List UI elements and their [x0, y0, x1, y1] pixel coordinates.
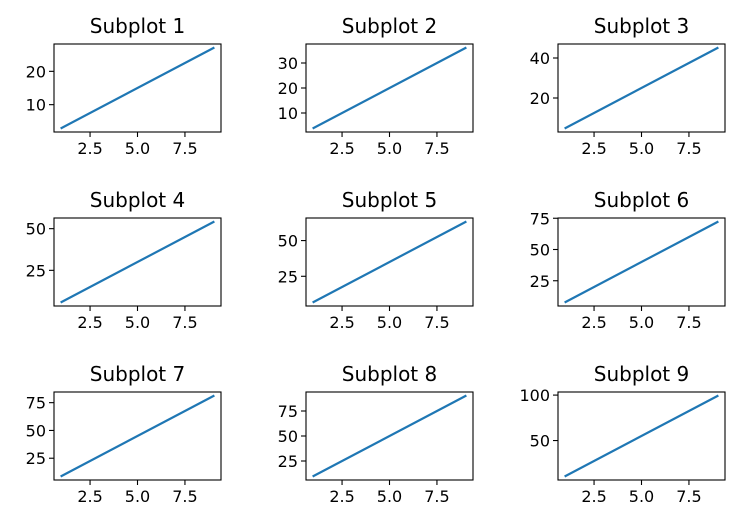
subplot-1: Subplot 1 2.5 5.0 7.5 10 20 [26, 14, 222, 158]
x-tick-label: 2.5 [581, 487, 606, 506]
y-tick-label: 25 [278, 267, 298, 286]
series-line [60, 46, 215, 130]
x-tick-label: 5.0 [377, 487, 402, 506]
x-tick-label: 2.5 [581, 313, 606, 332]
subplot-title: Subplot 1 [90, 14, 185, 38]
x-tick-label: 2.5 [329, 139, 354, 158]
series-line [564, 394, 719, 478]
subplot-5: Subplot 5 2.5 5.0 7.5 25 50 [278, 188, 474, 332]
y-tick-label: 50 [278, 427, 298, 446]
y-tick-label: 75 [26, 394, 46, 413]
y-tick-label: 25 [26, 449, 46, 468]
y-tick-label: 25 [278, 452, 298, 471]
y-tick-label: 100 [519, 386, 550, 405]
subplot-2: Subplot 2 2.5 5.0 7.5 10 20 30 [278, 14, 474, 158]
subplot-8: Subplot 8 2.5 5.0 7.5 25 50 75 [278, 362, 474, 506]
y-tick-label: 20 [530, 89, 550, 108]
subplot-6: Subplot 6 2.5 5.0 7.5 25 50 75 [530, 188, 726, 332]
x-tick-label: 2.5 [77, 313, 102, 332]
subplot-title: Subplot 4 [90, 188, 185, 212]
y-tick-label: 50 [530, 432, 550, 451]
x-tick-label: 2.5 [581, 139, 606, 158]
series-line [312, 394, 467, 478]
x-tick-label: 5.0 [629, 313, 654, 332]
y-tick-label: 75 [278, 402, 298, 421]
series-line [564, 220, 719, 304]
y-tick-label: 25 [26, 261, 46, 280]
subplot-9: Subplot 9 2.5 5.0 7.5 50 100 [519, 362, 726, 506]
x-tick-label: 2.5 [329, 313, 354, 332]
series-line [312, 46, 467, 130]
subplot-7: Subplot 7 2.5 5.0 7.5 25 50 75 [26, 362, 222, 506]
x-tick-label: 7.5 [424, 487, 449, 506]
subplot-title: Subplot 6 [594, 188, 689, 212]
y-tick-label: 10 [278, 104, 298, 123]
subplot-title: Subplot 8 [342, 362, 437, 386]
subplot-4: Subplot 4 2.5 5.0 7.5 25 50 [26, 188, 222, 332]
x-tick-label: 7.5 [172, 139, 197, 158]
y-tick-label: 75 [530, 209, 550, 228]
x-tick-label: 5.0 [125, 313, 150, 332]
subplot-title: Subplot 7 [90, 362, 185, 386]
y-tick-label: 40 [530, 49, 550, 68]
y-tick-label: 10 [26, 96, 46, 115]
x-tick-label: 7.5 [676, 313, 701, 332]
x-tick-label: 2.5 [77, 487, 102, 506]
x-tick-label: 2.5 [77, 139, 102, 158]
x-tick-label: 5.0 [125, 139, 150, 158]
subplot-title: Subplot 5 [342, 188, 437, 212]
y-tick-label: 30 [278, 54, 298, 73]
x-tick-label: 5.0 [377, 313, 402, 332]
x-tick-label: 7.5 [676, 139, 701, 158]
y-tick-label: 50 [26, 421, 46, 440]
x-tick-label: 5.0 [629, 139, 654, 158]
x-tick-label: 5.0 [377, 139, 402, 158]
x-tick-label: 7.5 [424, 313, 449, 332]
series-line [564, 46, 719, 130]
subplot-title: Subplot 9 [594, 362, 689, 386]
x-tick-label: 7.5 [676, 487, 701, 506]
subplot-title: Subplot 3 [594, 14, 689, 38]
series-line [60, 220, 215, 304]
subplot-title: Subplot 2 [342, 14, 437, 38]
series-line [312, 220, 467, 304]
x-tick-label: 5.0 [125, 487, 150, 506]
y-tick-label: 50 [278, 232, 298, 251]
x-tick-label: 2.5 [329, 487, 354, 506]
y-tick-label: 50 [530, 241, 550, 260]
series-line [60, 394, 215, 478]
x-tick-label: 7.5 [424, 139, 449, 158]
subplot-3: Subplot 3 2.5 5.0 7.5 20 40 [530, 14, 726, 158]
x-tick-label: 7.5 [172, 313, 197, 332]
y-tick-label: 50 [26, 220, 46, 239]
y-tick-label: 25 [530, 272, 550, 291]
y-tick-label: 20 [26, 62, 46, 81]
x-tick-label: 5.0 [629, 487, 654, 506]
y-tick-label: 20 [278, 79, 298, 98]
x-tick-label: 7.5 [172, 487, 197, 506]
